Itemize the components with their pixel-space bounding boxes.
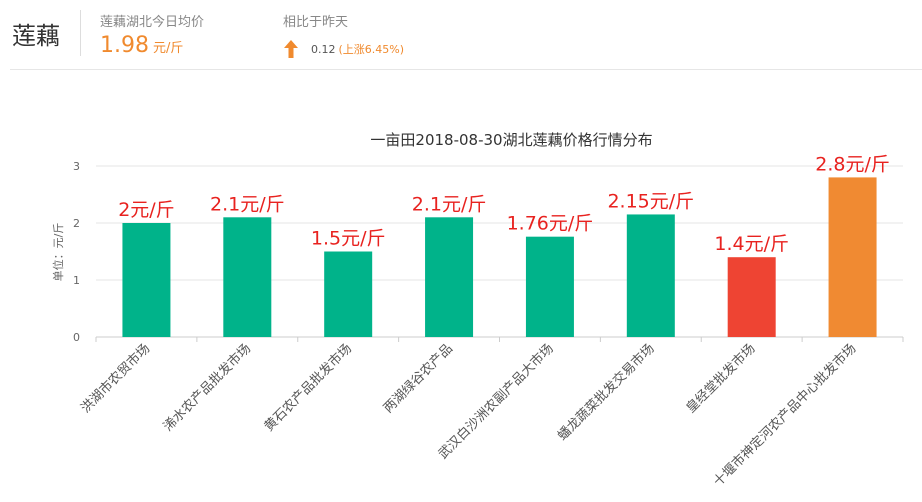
- bar: [727, 257, 776, 337]
- compare-row: 0.12 (上涨6.45%): [283, 39, 404, 59]
- compare-label: 相比于昨天: [283, 15, 349, 30]
- data-label: 2.1元/斤: [210, 193, 285, 215]
- compare-percent: (上涨6.45%): [338, 43, 405, 56]
- x-category-label: 黄石农产品批发市场: [261, 341, 355, 435]
- avg-price-label: 莲藕湖北今日均价: [100, 15, 205, 30]
- x-category-label: 洪湖市农贸市场: [78, 341, 154, 417]
- bar: [828, 177, 877, 337]
- x-category-label: 两湖绿谷农产品: [381, 341, 456, 416]
- bar: [425, 217, 474, 337]
- header-bottom-divider: [10, 69, 922, 70]
- data-label: 1.4元/斤: [714, 233, 789, 255]
- bar: [122, 223, 171, 337]
- data-label: 2.8元/斤: [815, 153, 890, 175]
- data-label: 2.15元/斤: [607, 190, 694, 212]
- compare-change: 0.12: [311, 42, 336, 56]
- bar: [525, 236, 574, 337]
- y-tick-label: 1: [73, 274, 80, 287]
- y-axis-label: 单位：元/斤: [51, 223, 65, 282]
- x-category-label: 蟠龙蔬菜批发交易市场: [554, 341, 657, 444]
- chart-title: 一亩田2018-08-30湖北莲藕价格行情分布: [370, 131, 652, 149]
- y-tick-label: 0: [73, 331, 80, 344]
- data-label: 2.1元/斤: [412, 193, 487, 215]
- avg-price-value: 1.98 元/斤: [100, 33, 183, 58]
- y-tick-label: 2: [73, 217, 80, 230]
- price-header: 莲藕 莲藕湖北今日均价 1.98 元/斤 相比于昨天 0.12 (上涨6.45%): [0, 0, 922, 70]
- avg-price-number: 1.98: [100, 33, 149, 58]
- data-label: 1.76元/斤: [507, 213, 594, 235]
- bar: [324, 251, 373, 337]
- bar: [626, 214, 675, 337]
- header-divider: [80, 10, 81, 56]
- y-tick-label: 3: [73, 160, 80, 173]
- x-category-label: 武汉白沙洲农副产品大市场: [435, 341, 557, 463]
- avg-price-unit: 元/斤: [152, 41, 184, 56]
- product-name: 莲藕: [12, 22, 60, 50]
- data-label: 2元/斤: [118, 199, 175, 221]
- data-label: 1.5元/斤: [311, 228, 386, 250]
- arrow-up-icon: [283, 39, 299, 59]
- x-category-label: 浠水农产品批发市场: [160, 341, 254, 435]
- x-category-label: 皇经堂批发市场: [683, 341, 759, 417]
- bar: [223, 217, 272, 337]
